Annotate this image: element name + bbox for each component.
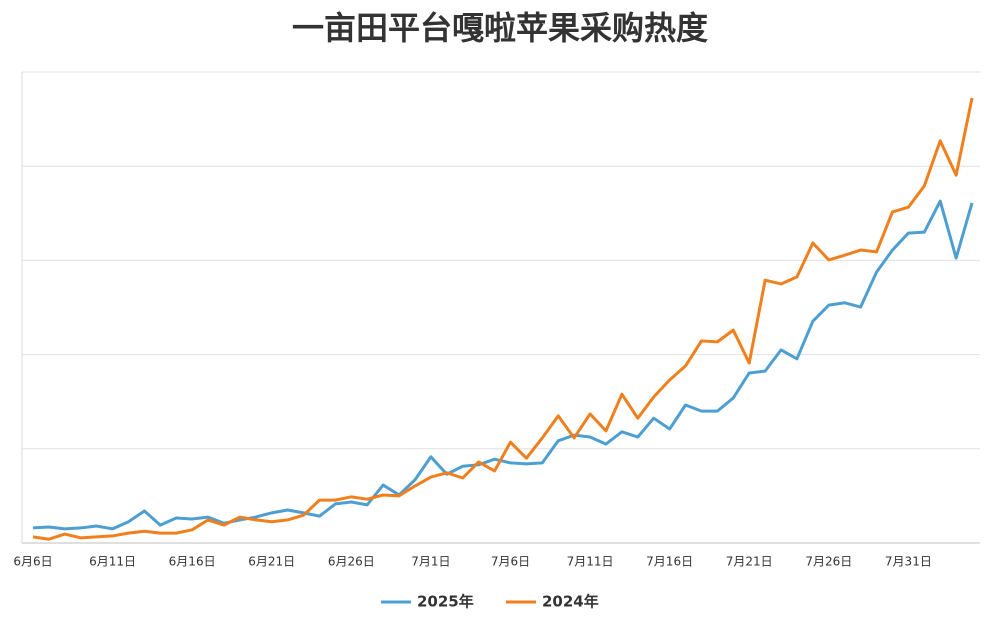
x-tick-label: 6月11日 [89, 555, 136, 569]
x-tick-label: 7月16日 [646, 555, 693, 569]
x-tick-label: 7月11日 [567, 555, 614, 569]
x-tick-label: 7月21日 [726, 555, 773, 569]
x-tick-label: 7月6日 [491, 555, 530, 569]
legend-label: 2024年 [542, 593, 599, 611]
x-tick-label: 6月6日 [13, 555, 52, 569]
x-tick-label: 7月26日 [805, 555, 852, 569]
x-tick-label: 6月21日 [248, 555, 295, 569]
x-tick-label: 6月26日 [328, 555, 375, 569]
x-tick-label: 7月1日 [411, 555, 450, 569]
legend-label: 2025年 [417, 593, 474, 611]
x-tick-label: 7月31日 [885, 555, 932, 569]
series-line [32, 97, 974, 541]
chart-title: 一亩田平台嘎啦苹果采购热度 [292, 9, 708, 47]
series-line [32, 199, 974, 531]
x-tick-label: 6月16日 [169, 555, 216, 569]
